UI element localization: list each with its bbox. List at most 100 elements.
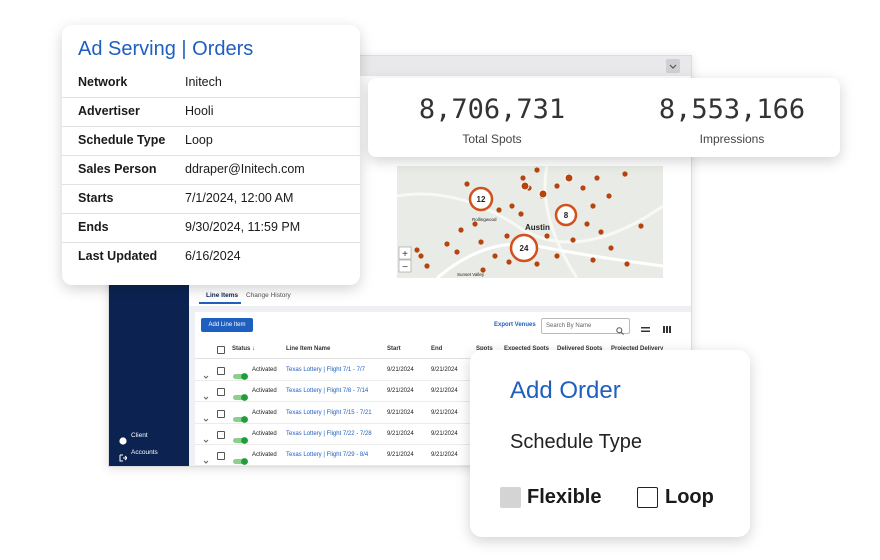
- map-marker: [424, 263, 430, 269]
- end-date: 9/21/2024: [431, 452, 458, 459]
- row-checkbox[interactable]: [217, 388, 225, 397]
- view-icons[interactable]: [641, 321, 681, 333]
- row-checkbox[interactable]: [217, 367, 225, 375]
- option-label: Loop: [665, 486, 714, 508]
- status-text: Activated: [252, 367, 277, 373]
- search-box[interactable]: Search By Name: [541, 318, 630, 335]
- map-marker: [580, 185, 586, 191]
- end-date: 9/21/2024: [431, 367, 458, 373]
- export-link[interactable]: Export Venues: [494, 322, 536, 328]
- row-divider: [195, 443, 691, 445]
- schedule-type-label: Schedule Type: [510, 431, 642, 453]
- zoom-symbol: +: [402, 249, 408, 260]
- field-value: 6/16/2024: [185, 249, 241, 263]
- row-divider: [195, 380, 691, 381]
- expand-chevron[interactable]: [203, 452, 209, 464]
- add-order-card: Add Order Schedule Type Flexible Loop: [470, 350, 750, 537]
- map-marker: [638, 223, 644, 229]
- window-menu-button[interactable]: [666, 59, 680, 73]
- end-date: 9/21/2024: [431, 388, 458, 395]
- map-marker: [480, 267, 486, 273]
- stat-value: 8,553,166: [658, 94, 806, 125]
- row-divider: [62, 242, 360, 243]
- flexible-checkbox[interactable]: [500, 487, 521, 508]
- map-marker: [504, 233, 510, 239]
- zoom-symbol: −: [402, 262, 408, 273]
- sidebar-item[interactable]: Accounts: [131, 449, 158, 456]
- expand-chevron[interactable]: [203, 410, 209, 422]
- map-marker: [624, 261, 630, 267]
- start-date: 9/21/2024: [387, 452, 414, 459]
- line-item-link[interactable]: Texas Lottery | Flight 7/22 - 7/28: [286, 430, 372, 437]
- row-divider: [62, 126, 360, 127]
- row-divider: [195, 422, 691, 424]
- row-checkbox[interactable]: [217, 452, 225, 461]
- column-header: Projected Delivery: [611, 346, 664, 352]
- expand-chevron[interactable]: [203, 431, 209, 443]
- map-marker: [520, 181, 530, 191]
- status-toggle[interactable]: [233, 388, 249, 402]
- row-divider: [195, 465, 691, 466]
- tab[interactable]: Line Items: [206, 292, 239, 299]
- column-header: Expected Spots: [504, 346, 550, 352]
- field-value: Initech: [185, 75, 222, 89]
- map-marker: [492, 253, 498, 259]
- field-label: Schedule Type: [78, 133, 166, 147]
- map-marker: [544, 233, 550, 239]
- stat-value: 8,706,731: [418, 94, 566, 125]
- map-road: [397, 192, 663, 244]
- tab[interactable]: Change History: [246, 292, 291, 299]
- map-marker: [554, 253, 560, 259]
- sidebar-icon: [119, 432, 127, 445]
- map-marker: [418, 253, 424, 259]
- cluster-marker: [554, 203, 578, 227]
- status-text: Activated: [252, 452, 277, 459]
- map-marker: [564, 173, 574, 183]
- cluster-count: 24: [520, 244, 529, 253]
- header-checkbox: [217, 346, 225, 354]
- expand-chevron[interactable]: [203, 388, 209, 401]
- cluster-count: 12: [477, 195, 486, 204]
- map-marker: [454, 249, 460, 255]
- map-marker: [554, 183, 560, 189]
- status-toggle[interactable]: [233, 431, 249, 444]
- map-marker: [584, 221, 590, 227]
- end-date: 9/21/2024: [431, 409, 458, 416]
- map-marker: [622, 171, 628, 177]
- stat-label: Impressions: [699, 132, 765, 146]
- order-card: Ad Serving | Orders Network Initech Advert…: [62, 25, 360, 285]
- field-label: Network: [78, 75, 128, 89]
- map-marker: [608, 245, 614, 251]
- column-header: End: [431, 346, 443, 352]
- column-header: Spots: [476, 346, 493, 352]
- line-item-link[interactable]: Texas Lottery | Flight 7/8 - 7/14: [286, 388, 369, 395]
- map-marker: [598, 229, 604, 235]
- status-toggle[interactable]: [233, 410, 249, 423]
- field-label: Sales Person: [78, 162, 157, 176]
- add-line-item-button[interactable]: Add Line Item: [201, 318, 253, 332]
- loop-checkbox[interactable]: [637, 487, 658, 508]
- active-tab-indicator: [199, 302, 241, 304]
- stat-label: Total Spots: [462, 132, 522, 146]
- sidebar-item[interactable]: Client: [131, 432, 148, 439]
- map-marker: [534, 261, 540, 267]
- row-checkbox[interactable]: [217, 430, 225, 439]
- map-marker: [496, 207, 502, 213]
- field-label: Last Updated: [78, 249, 158, 263]
- status-toggle[interactable]: [233, 367, 249, 380]
- status-toggle[interactable]: [233, 452, 249, 466]
- place-label: Sunset Valley: [457, 272, 485, 277]
- expand-chevron[interactable]: [203, 367, 209, 379]
- line-item-link[interactable]: Texas Lottery | Flight 7/29 - 8/4: [286, 452, 369, 459]
- status-text: Activated: [252, 409, 277, 416]
- row-checkbox[interactable]: [217, 409, 225, 418]
- field-value: ddraper@Initech.com: [185, 162, 305, 176]
- column-header: Line Item Name: [286, 346, 331, 352]
- line-item-link[interactable]: Texas Lottery | Flight 7/15 - 7/21: [286, 409, 372, 416]
- map: 12 8 24 Austin Rollingwood Sunset Valley + −: [397, 166, 663, 278]
- line-item-link[interactable]: Texas Lottery | Flight 7/1 - 7/7: [286, 367, 365, 373]
- cluster-marker: [468, 186, 494, 212]
- start-date: 9/21/2024: [387, 409, 414, 416]
